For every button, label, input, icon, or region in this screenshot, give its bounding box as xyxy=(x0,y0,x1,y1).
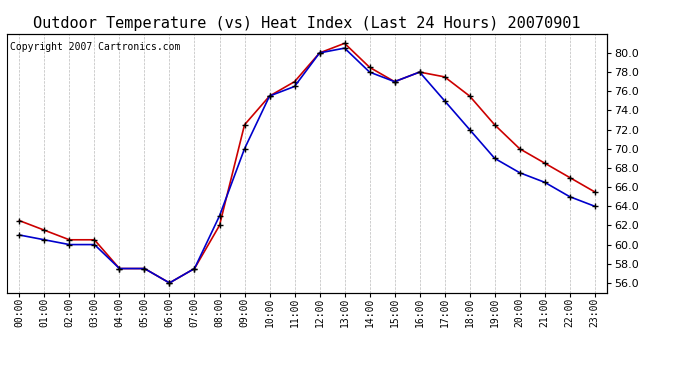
Title: Outdoor Temperature (vs) Heat Index (Last 24 Hours) 20070901: Outdoor Temperature (vs) Heat Index (Las… xyxy=(33,16,581,31)
Text: Copyright 2007 Cartronics.com: Copyright 2007 Cartronics.com xyxy=(10,42,180,51)
